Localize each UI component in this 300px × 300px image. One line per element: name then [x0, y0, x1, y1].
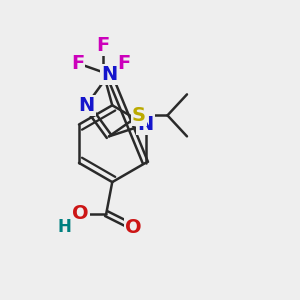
Text: S: S: [132, 106, 146, 125]
Text: N: N: [101, 65, 117, 84]
Text: H: H: [57, 218, 71, 236]
Text: F: F: [71, 54, 84, 73]
Text: O: O: [125, 218, 142, 237]
Text: O: O: [72, 204, 89, 223]
Text: N: N: [78, 96, 94, 115]
Text: F: F: [118, 54, 131, 73]
Text: N: N: [137, 115, 154, 134]
Text: F: F: [97, 36, 110, 55]
